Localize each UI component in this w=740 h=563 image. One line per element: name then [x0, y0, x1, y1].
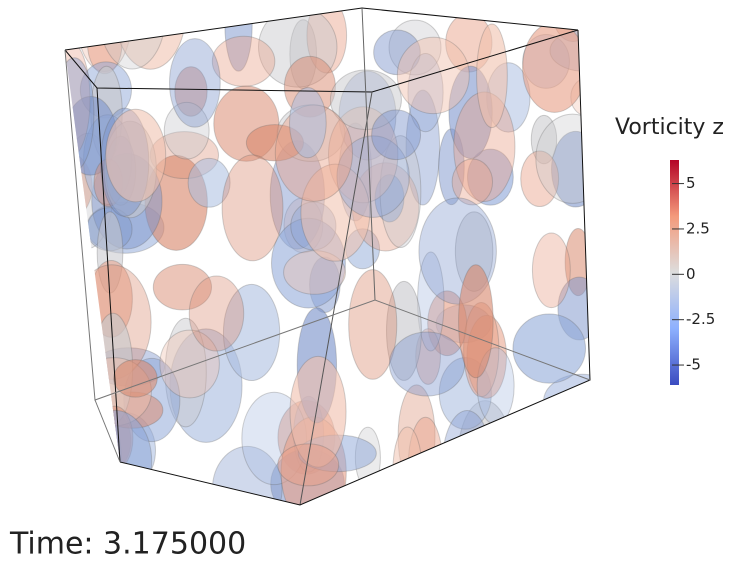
isosurface-blob	[530, 114, 558, 165]
isosurface-blob	[563, 422, 590, 474]
isosurface-blob	[451, 158, 494, 206]
time-label: Time: 3.175000	[9, 527, 246, 562]
isosurface-blob	[163, 101, 210, 160]
isosurface-blob	[458, 264, 494, 379]
isosurface-blob	[300, 163, 371, 262]
isosurface-blob	[373, 29, 421, 76]
isosurface-blob	[348, 269, 398, 380]
isosurface-blob	[65, 230, 86, 268]
isosurface-blob	[336, 135, 410, 218]
isosurface-blob	[388, 19, 442, 76]
isosurface-blob	[169, 38, 221, 128]
isosurface-blob	[520, 150, 560, 208]
colorbar-tick-label: -2.5	[686, 310, 715, 328]
isosurface-blob	[188, 275, 245, 352]
colorbar-tick-label: -5	[686, 356, 701, 374]
isosurface-blob	[221, 154, 284, 262]
isosurface-blob	[159, 329, 220, 399]
isosurface-blob	[371, 109, 422, 161]
isosurface-blob	[187, 157, 231, 208]
isosurface-blob	[515, 418, 563, 505]
isosurface-blob	[405, 89, 441, 206]
isosurface-blob	[174, 66, 208, 117]
isosurface-blob	[65, 461, 92, 505]
isosurface-blob	[152, 263, 213, 311]
isosurface-blob	[65, 279, 92, 338]
colorbar-tick-label: 2.5	[686, 219, 710, 237]
isosurface-blob	[512, 313, 587, 384]
isosurface-blob	[113, 359, 158, 398]
colorbar-title: Vorticity z	[615, 115, 724, 140]
bounding-box	[64, 7, 591, 506]
isosurface-blob	[441, 409, 493, 505]
isosurface-blob	[489, 438, 538, 505]
isosurface-blob	[388, 331, 466, 397]
isosurface-blob	[386, 280, 422, 381]
isosurface-blob	[277, 443, 340, 487]
isosurface-blob	[289, 87, 327, 159]
isosurface-blob	[531, 232, 571, 309]
isosurface-blob	[211, 35, 276, 87]
colorbar-tick-label: 5	[686, 174, 696, 192]
isosurface-blob	[78, 409, 153, 505]
isosurface-blob	[392, 426, 423, 505]
isosurface-blob	[105, 108, 167, 203]
isosurface-blob	[522, 21, 587, 113]
isosurface-blob	[65, 332, 90, 429]
isosurface-blob	[396, 36, 470, 115]
colorbar-tick-label: 0	[686, 265, 696, 283]
isosurface-blob	[222, 283, 281, 382]
vorticity-isosurfaces	[65, 8, 590, 505]
isosurface-blob	[535, 113, 590, 204]
colorbar	[670, 160, 679, 385]
isosurface-blob	[65, 348, 94, 442]
isosurface-blob	[476, 23, 508, 129]
isosurface-blob	[467, 148, 514, 206]
